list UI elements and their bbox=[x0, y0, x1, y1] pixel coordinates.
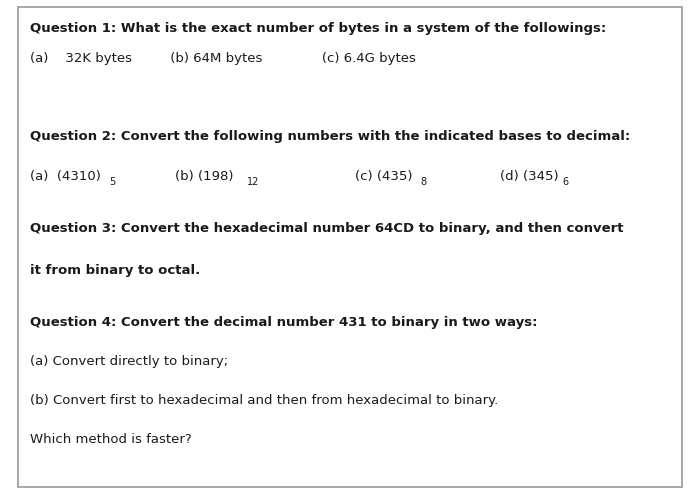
Text: 8: 8 bbox=[420, 177, 426, 187]
Text: Which method is faster?: Which method is faster? bbox=[30, 432, 192, 445]
Text: (a)  (4310): (a) (4310) bbox=[30, 170, 101, 183]
Text: Question 1: What is the exact number of bytes in a system of the followings:: Question 1: What is the exact number of … bbox=[30, 22, 606, 35]
Text: Question 3: Convert the hexadecimal number 64CD to binary, and then convert: Question 3: Convert the hexadecimal numb… bbox=[30, 221, 624, 234]
Text: Question 4: Convert the decimal number 431 to binary in two ways:: Question 4: Convert the decimal number 4… bbox=[30, 315, 538, 328]
Text: (d) (345): (d) (345) bbox=[500, 170, 559, 183]
Text: 5: 5 bbox=[109, 177, 116, 187]
Text: (a) Convert directly to binary;: (a) Convert directly to binary; bbox=[30, 354, 228, 367]
Text: Question 2: Convert the following numbers with the indicated bases to decimal:: Question 2: Convert the following number… bbox=[30, 130, 630, 143]
Text: it from binary to octal.: it from binary to octal. bbox=[30, 264, 200, 277]
Text: 6: 6 bbox=[562, 177, 568, 187]
Text: 12: 12 bbox=[247, 177, 260, 187]
Text: (a)    32K bytes         (b) 64M bytes              (c) 6.4G bytes: (a) 32K bytes (b) 64M bytes (c) 6.4G byt… bbox=[30, 52, 416, 65]
Text: (b) (198): (b) (198) bbox=[175, 170, 234, 183]
Text: (c) (435): (c) (435) bbox=[355, 170, 412, 183]
Text: (b) Convert first to hexadecimal and then from hexadecimal to binary.: (b) Convert first to hexadecimal and the… bbox=[30, 393, 498, 406]
